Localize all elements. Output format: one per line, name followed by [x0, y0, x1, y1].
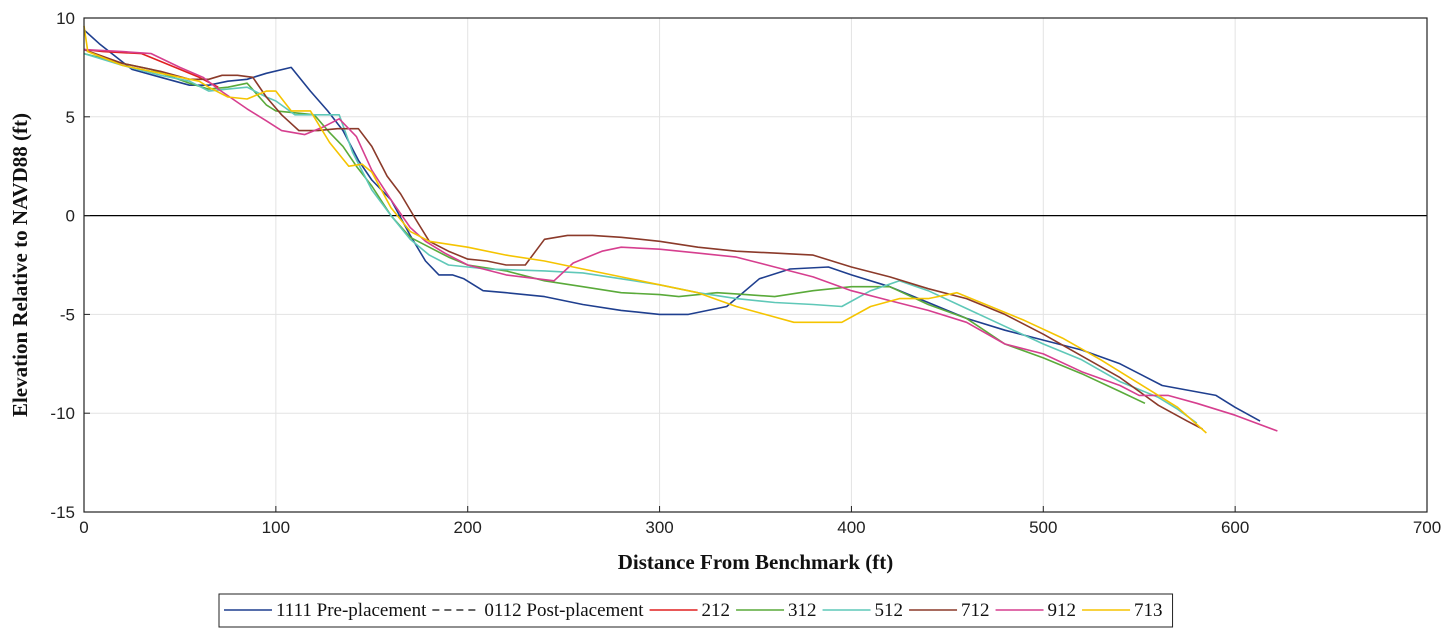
- legend-label-212: 212: [702, 600, 731, 621]
- series-line-512: [83, 52, 1198, 424]
- series-line-713: [83, 25, 1207, 434]
- x-tick-label: 300: [645, 518, 673, 537]
- x-tick-label: 500: [1029, 518, 1057, 537]
- x-tick-label: 700: [1413, 518, 1441, 537]
- series-line-712: [83, 48, 1203, 430]
- legend-label-713: 713: [1134, 600, 1163, 621]
- x-tick-label: 0: [79, 518, 88, 537]
- legend-label-712: 712: [961, 600, 990, 621]
- legend-label-312: 312: [788, 600, 817, 621]
- y-tick-label: 0: [66, 207, 75, 226]
- plot-frame: [83, 17, 1428, 513]
- x-axis-title: Distance From Benchmark (ft): [618, 550, 893, 574]
- legend-label-0112: 0112 Post-placement: [484, 600, 644, 621]
- x-tick-label: 200: [454, 518, 482, 537]
- legend: 1111 Pre-placement 0112 Post-placement 212…: [218, 593, 1174, 628]
- x-tick-label: 100: [262, 518, 290, 537]
- y-tick-label: -10: [50, 404, 75, 423]
- series-line-1111: [83, 29, 1261, 422]
- legend-label-1111: 1111 Pre-placement: [276, 600, 427, 621]
- y-tick-label: -5: [60, 305, 75, 324]
- y-axis-title: Elevation Relative to NAVD88 (ft): [8, 113, 32, 417]
- x-tick-label: 600: [1221, 518, 1249, 537]
- legend-label-912: 912: [1048, 600, 1077, 621]
- grid-layer: [83, 17, 1428, 513]
- series-layer: [83, 25, 1278, 434]
- tick-layer: 0 100 200 300 400 500 600 700 10 5 0 -5 -10 -15: [50, 9, 1441, 537]
- x-tick-label: 400: [837, 518, 865, 537]
- series-line-912: [83, 48, 1278, 432]
- y-tick-label: 10: [56, 9, 75, 28]
- y-tick-label: 5: [66, 108, 75, 127]
- y-tick-label: -15: [50, 503, 75, 522]
- legend-label-512: 512: [875, 600, 904, 621]
